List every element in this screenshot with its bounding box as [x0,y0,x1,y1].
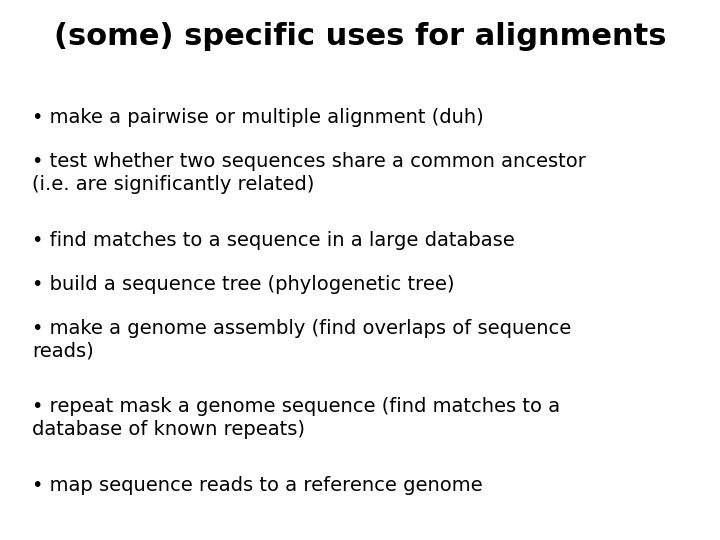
Text: (some) specific uses for alignments: (some) specific uses for alignments [54,22,666,51]
Text: • build a sequence tree (phylogenetic tree): • build a sequence tree (phylogenetic tr… [32,275,455,294]
Text: • test whether two sequences share a common ancestor
(i.e. are significantly rel: • test whether two sequences share a com… [32,152,586,194]
Text: • make a pairwise or multiple alignment (duh): • make a pairwise or multiple alignment … [32,108,484,127]
Text: • find matches to a sequence in a large database: • find matches to a sequence in a large … [32,231,515,249]
Text: • make a genome assembly (find overlaps of sequence
reads): • make a genome assembly (find overlaps … [32,319,572,361]
Text: • map sequence reads to a reference genome: • map sequence reads to a reference geno… [32,476,483,495]
Text: • repeat mask a genome sequence (find matches to a
database of known repeats): • repeat mask a genome sequence (find ma… [32,397,561,439]
